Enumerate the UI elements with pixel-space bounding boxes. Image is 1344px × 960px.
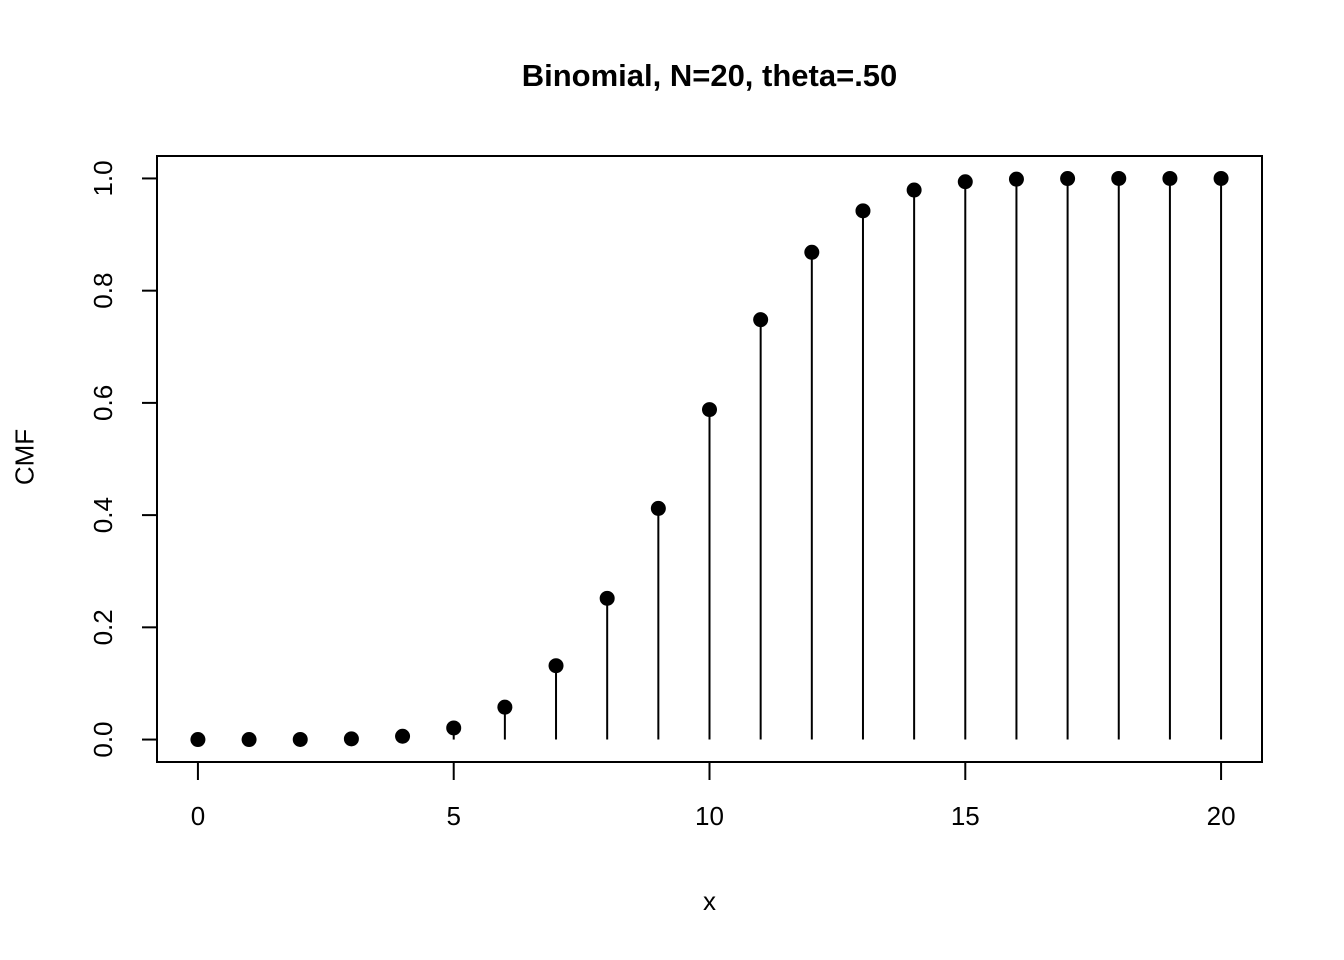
data-point	[190, 732, 206, 748]
data-point	[650, 500, 666, 516]
x-tick-label: 0	[191, 801, 205, 831]
x-axis-label: x	[703, 886, 716, 916]
y-tick-label: 0.0	[88, 721, 118, 757]
data-point	[395, 728, 411, 744]
chart-title: Binomial, N=20, theta=.50	[521, 58, 898, 93]
y-tick-label: 0.4	[88, 497, 118, 533]
data-point	[241, 732, 257, 748]
x-tick-label: 15	[951, 801, 980, 831]
data-point	[1008, 171, 1024, 187]
data-point	[855, 203, 871, 219]
data-point	[804, 244, 820, 260]
data-point	[1162, 170, 1178, 186]
data-point	[446, 720, 462, 736]
data-point	[497, 699, 513, 715]
x-tick-label: 5	[446, 801, 460, 831]
data-point	[702, 402, 717, 418]
data-point	[1060, 171, 1076, 187]
y-tick-label: 0.8	[88, 273, 118, 309]
data-point	[1111, 170, 1127, 186]
data-point	[343, 731, 359, 747]
data-point	[599, 590, 615, 606]
data-point	[957, 174, 973, 190]
data-point	[906, 182, 922, 198]
y-tick-label: 1.0	[88, 160, 118, 196]
y-tick-label: 0.2	[88, 609, 118, 645]
data-point	[1213, 170, 1229, 186]
data-point	[548, 658, 564, 674]
x-tick-label: 10	[695, 801, 724, 831]
x-tick-label: 20	[1207, 801, 1236, 831]
data-point	[753, 312, 769, 328]
y-tick-label: 0.6	[88, 385, 118, 421]
data-point	[292, 731, 308, 747]
